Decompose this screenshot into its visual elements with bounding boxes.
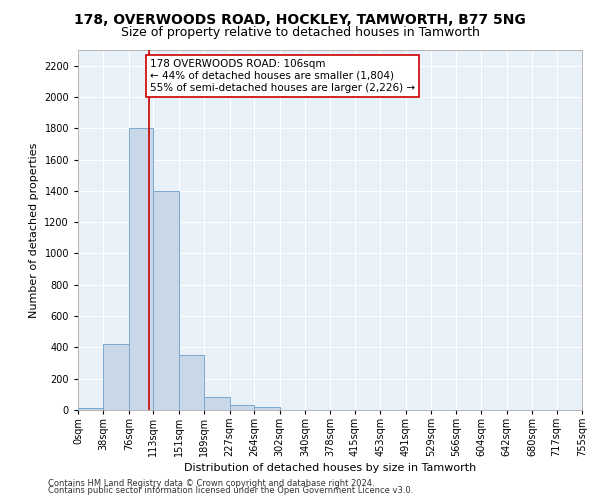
Text: 178 OVERWOODS ROAD: 106sqm
← 44% of detached houses are smaller (1,804)
55% of s: 178 OVERWOODS ROAD: 106sqm ← 44% of deta… (150, 60, 415, 92)
Bar (254, 407, 280, 410)
Text: Contains public sector information licensed under the Open Government Licence v3: Contains public sector information licen… (48, 486, 413, 495)
Bar (129, 128, 154, 410)
Bar (230, 406, 254, 410)
Bar (103, 344, 129, 410)
Bar (204, 398, 230, 410)
Bar (154, 191, 179, 410)
Text: 178, OVERWOODS ROAD, HOCKLEY, TAMWORTH, B77 5NG: 178, OVERWOODS ROAD, HOCKLEY, TAMWORTH, … (74, 12, 526, 26)
Text: Size of property relative to detached houses in Tamworth: Size of property relative to detached ho… (121, 26, 479, 39)
X-axis label: Distribution of detached houses by size in Tamworth: Distribution of detached houses by size … (184, 464, 476, 473)
Text: Contains HM Land Registry data © Crown copyright and database right 2024.: Contains HM Land Registry data © Crown c… (48, 478, 374, 488)
Bar (179, 355, 204, 410)
Bar (78, 408, 103, 410)
Y-axis label: Number of detached properties: Number of detached properties (29, 142, 38, 318)
